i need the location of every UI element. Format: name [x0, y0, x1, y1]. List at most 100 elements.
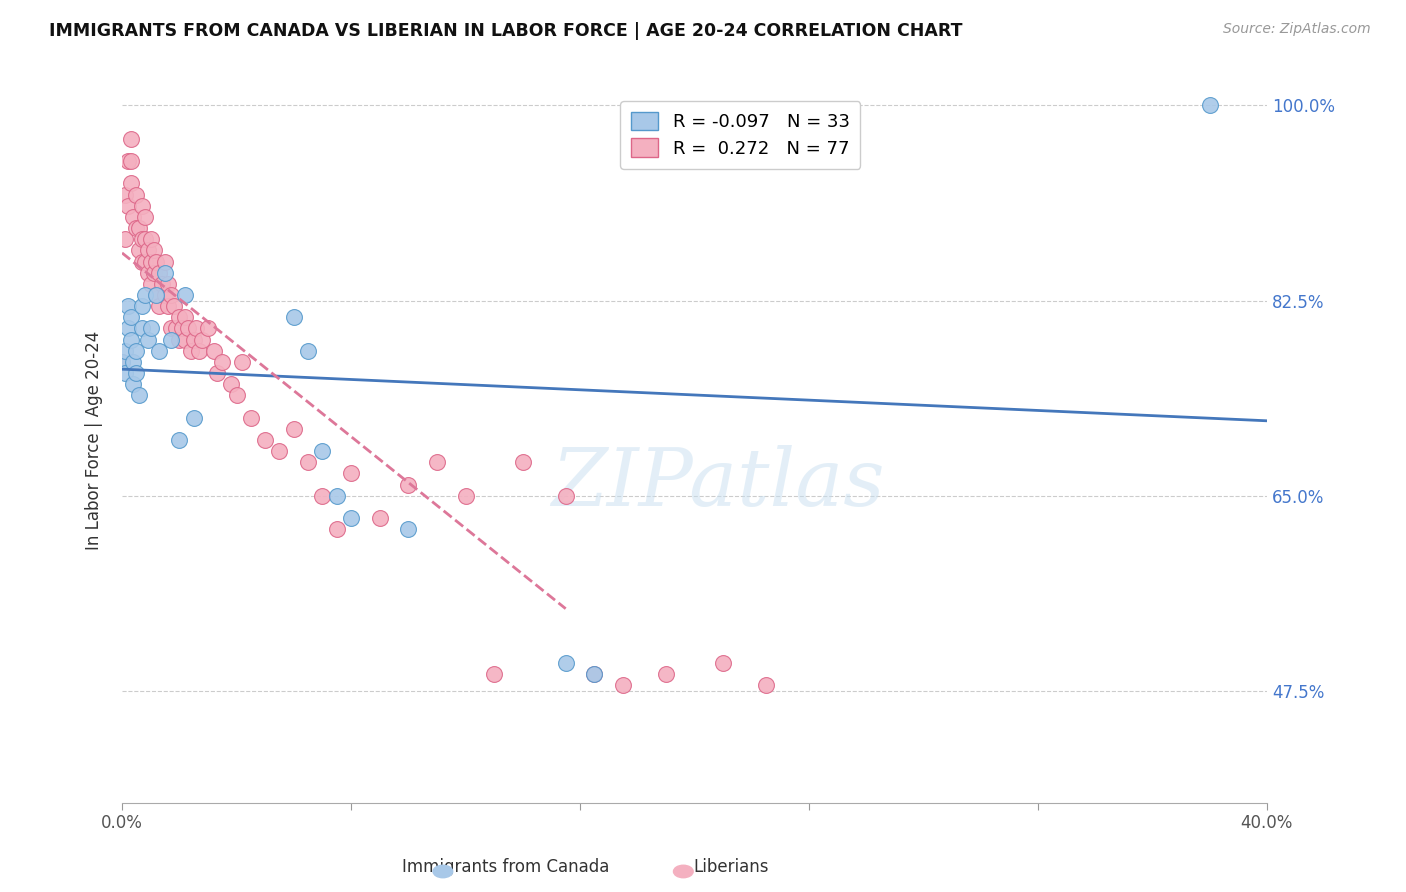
Point [186, 321, 208, 335]
Point [136, 266, 159, 280]
Point [169, 310, 191, 325]
Point [191, 333, 214, 347]
Point [755, 678, 778, 692]
Point [169, 433, 191, 447]
Point [554, 489, 576, 503]
Point [202, 343, 225, 358]
Point [131, 321, 153, 335]
Point [150, 277, 173, 291]
Point [583, 667, 606, 681]
Point [325, 489, 347, 503]
Point [117, 321, 139, 335]
Point [111, 355, 134, 369]
Point [125, 343, 148, 358]
Point [174, 310, 197, 325]
Point [120, 132, 142, 146]
Point [153, 254, 176, 268]
Point [269, 444, 291, 458]
Point [311, 489, 333, 503]
Point [125, 187, 148, 202]
Point [128, 221, 150, 235]
Point [156, 299, 179, 313]
Point [134, 210, 156, 224]
Point [128, 388, 150, 402]
Point [134, 254, 156, 268]
Point [114, 187, 136, 202]
Point [111, 355, 134, 369]
Point [188, 343, 211, 358]
Point [117, 154, 139, 169]
Point [205, 366, 228, 380]
Point [340, 467, 363, 481]
Point [368, 511, 391, 525]
Point [134, 288, 156, 302]
Point [125, 221, 148, 235]
Point [128, 244, 150, 258]
Point [454, 489, 477, 503]
Point [426, 455, 449, 469]
Point [554, 656, 576, 670]
Point [131, 299, 153, 313]
Text: Source: ZipAtlas.com: Source: ZipAtlas.com [1223, 22, 1371, 37]
Point [131, 232, 153, 246]
Point [162, 299, 184, 313]
Point [197, 321, 219, 335]
Point [120, 310, 142, 325]
Point [211, 355, 233, 369]
Point [148, 299, 170, 313]
Point [139, 254, 162, 268]
Point [231, 355, 253, 369]
Point [159, 288, 181, 302]
Point [325, 522, 347, 536]
Point [117, 199, 139, 213]
Point [136, 244, 159, 258]
Point [153, 266, 176, 280]
Point [120, 333, 142, 347]
Y-axis label: In Labor Force | Age 20-24: In Labor Force | Age 20-24 [86, 330, 103, 549]
Point [120, 177, 142, 191]
Text: Liberians: Liberians [693, 858, 769, 876]
Point [114, 232, 136, 246]
Point [482, 667, 505, 681]
Point [396, 477, 419, 491]
Point [512, 455, 534, 469]
Point [183, 333, 205, 347]
Point [159, 321, 181, 335]
Point [219, 377, 242, 392]
Point [114, 366, 136, 380]
Text: IMMIGRANTS FROM CANADA VS LIBERIAN IN LABOR FORCE | AGE 20-24 CORRELATION CHART: IMMIGRANTS FROM CANADA VS LIBERIAN IN LA… [49, 22, 963, 40]
Point [122, 210, 145, 224]
Point [165, 321, 187, 335]
Point [180, 343, 202, 358]
Point [114, 343, 136, 358]
Text: ZIPatlas: ZIPatlas [551, 445, 884, 523]
Point [139, 232, 162, 246]
Point [297, 455, 319, 469]
Point [142, 244, 165, 258]
Point [148, 266, 170, 280]
Point [131, 199, 153, 213]
Point [340, 511, 363, 525]
Point [169, 333, 191, 347]
Point [139, 277, 162, 291]
Point [122, 355, 145, 369]
Point [125, 366, 148, 380]
Point [297, 343, 319, 358]
Point [142, 266, 165, 280]
Point [145, 254, 167, 268]
Text: Immigrants from Canada: Immigrants from Canada [402, 858, 610, 876]
Point [239, 410, 262, 425]
Point [159, 333, 181, 347]
Point [131, 254, 153, 268]
Point [283, 422, 305, 436]
Point [711, 656, 734, 670]
Point [174, 333, 197, 347]
Point [183, 410, 205, 425]
Point [145, 288, 167, 302]
Point [153, 288, 176, 302]
Point [134, 232, 156, 246]
Point [148, 343, 170, 358]
Point [283, 310, 305, 325]
Point [254, 433, 277, 447]
Point [177, 321, 200, 335]
